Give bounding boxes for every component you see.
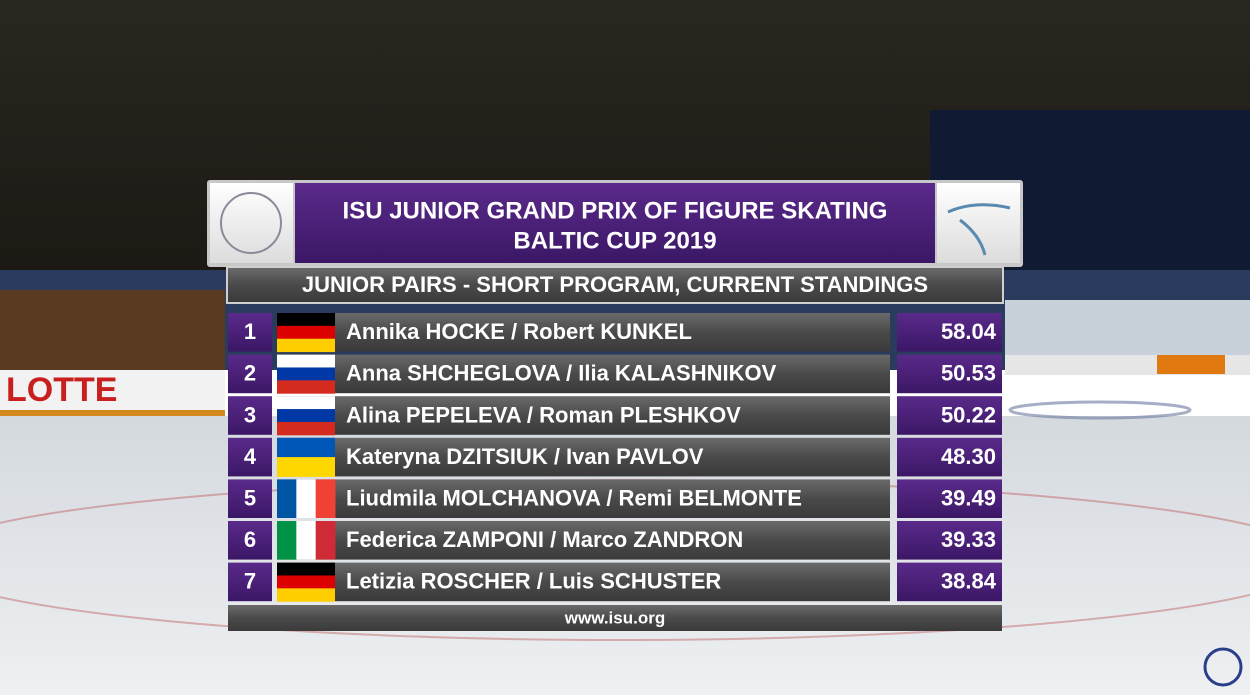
skater-names: Alina PEPELEVA / Roman PLESHKOV xyxy=(346,402,741,427)
score: 48.30 xyxy=(941,444,996,469)
score: 58.04 xyxy=(941,319,997,344)
rank-box xyxy=(228,521,272,560)
skater-names: Anna SHCHEGLOVA / Ilia KALASHNIKOV xyxy=(346,361,777,386)
flag xyxy=(277,380,335,394)
event-logo xyxy=(210,183,293,263)
rank-box xyxy=(228,479,272,518)
rank-box xyxy=(228,396,272,435)
rank-box xyxy=(228,313,272,352)
flag xyxy=(277,325,335,340)
rank: 7 xyxy=(244,569,256,594)
score: 39.49 xyxy=(941,486,996,511)
score: 38.84 xyxy=(941,569,997,594)
flag xyxy=(296,479,317,518)
flag xyxy=(315,479,336,518)
flag xyxy=(277,479,297,518)
name-bar xyxy=(277,437,890,477)
flag xyxy=(315,521,336,560)
rank: 4 xyxy=(244,444,257,469)
skater-names: Letizia ROSCHER / Luis SCHUSTER xyxy=(346,569,721,594)
sponsor-logo xyxy=(937,183,1020,263)
name-bar xyxy=(277,479,890,518)
skater-names: Liudmila MOLCHANOVA / Remi BELMONTE xyxy=(346,486,802,511)
flag xyxy=(277,562,335,576)
standing-row: 7 Letizia ROSCHER / Luis SCHUSTER 38.84 xyxy=(228,562,1002,602)
score: 50.22 xyxy=(941,402,996,427)
name-bar xyxy=(277,521,890,560)
score: 39.33 xyxy=(941,527,996,552)
skater-names: Federica ZAMPONI / Marco ZANDRON xyxy=(346,527,743,552)
flag xyxy=(277,354,335,368)
rank-box xyxy=(228,437,272,477)
flag xyxy=(277,437,335,458)
rank: 3 xyxy=(244,402,256,427)
standings-graphic: ISU JUNIOR GRAND PRIX OF FIGURE SKATING … xyxy=(207,180,1023,631)
footer-url: www.isu.org xyxy=(564,608,665,627)
standing-row: 3 Alina PEPELEVA / Roman PLESHKOV 50.22 xyxy=(228,396,1002,436)
score-box xyxy=(897,562,1002,602)
title: BALTIC CUP 2019 xyxy=(513,227,716,254)
title: ISU JUNIOR GRAND PRIX OF FIGURE SKATING xyxy=(343,197,888,224)
standing-row: 6 Federica ZAMPONI / Marco ZANDRON 39.33 xyxy=(228,521,1002,560)
name-bar xyxy=(277,313,890,352)
flag xyxy=(277,313,335,327)
standing-row: 4 Kateryna DZITSIUK / Ivan PAVLOV 48.30 xyxy=(228,437,1002,477)
name-bar xyxy=(277,396,890,435)
rank: 5 xyxy=(244,486,256,511)
flag xyxy=(277,396,335,410)
flag xyxy=(277,457,335,477)
flag xyxy=(296,521,317,560)
rank: 1 xyxy=(244,319,256,344)
flag xyxy=(277,421,335,436)
score: 50.53 xyxy=(941,361,996,386)
score-box xyxy=(897,437,1002,477)
flag xyxy=(277,575,335,589)
score-box xyxy=(897,521,1002,560)
name-bar xyxy=(277,354,890,394)
standing-row: 2 Anna SHCHEGLOVA / Ilia KALASHNIKOV 50.53 xyxy=(228,354,1002,394)
rank-box xyxy=(228,354,272,394)
score-box xyxy=(897,479,1002,518)
rank: 2 xyxy=(244,361,256,386)
score-box xyxy=(897,354,1002,394)
flag xyxy=(277,588,335,602)
rank-box xyxy=(228,562,272,602)
flag xyxy=(277,409,335,423)
subtitle: JUNIOR PAIRS - SHORT PROGRAM, CURRENT ST… xyxy=(302,272,928,297)
score-box xyxy=(897,396,1002,435)
rank: 6 xyxy=(244,527,256,552)
skater-names: Annika HOCKE / Robert KUNKEL xyxy=(346,319,692,344)
flag xyxy=(277,521,297,560)
flag xyxy=(277,367,335,381)
venue-sign: LOTTE xyxy=(6,371,117,409)
skater-names: Kateryna DZITSIUK / Ivan PAVLOV xyxy=(346,444,704,469)
standing-row: 5 Liudmila MOLCHANOVA / Remi BELMONTE 39.4… xyxy=(228,479,1002,518)
name-bar xyxy=(277,562,890,602)
flag xyxy=(277,338,335,353)
score-box xyxy=(897,313,1002,352)
standing-row: 1 Annika HOCKE / Robert KUNKEL 58.04 xyxy=(228,313,1002,353)
